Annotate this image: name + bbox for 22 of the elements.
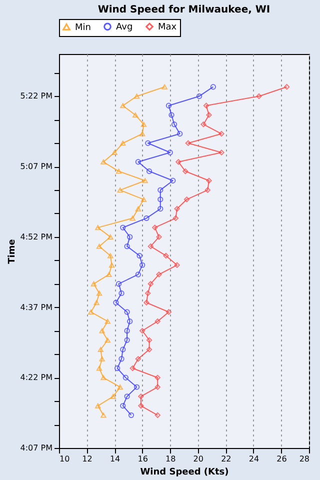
x-tick-label: 28 [299, 454, 310, 464]
y-tick-label: 5:07 PM [20, 162, 53, 172]
x-tick-label: 16 [138, 454, 148, 464]
y-tick-label: 4:22 PM [20, 373, 53, 382]
x-tick-label: 14 [110, 454, 120, 464]
y-tick-label: 4:07 PM [20, 444, 53, 452]
y-axis-title: Time [7, 239, 18, 264]
y-tick-label: 4:52 PM [20, 232, 53, 242]
legend-label: Avg [116, 22, 133, 33]
x-tick-label: 18 [166, 454, 176, 464]
chart-title: Wind Speed for Milwaukee, WI [98, 4, 270, 16]
x-tick-label: 20 [193, 454, 204, 464]
y-tick-label: 5:22 PM [20, 92, 53, 101]
legend-label: Min [75, 22, 91, 33]
legend-label: Max [158, 22, 178, 33]
x-tick-label: 24 [248, 454, 260, 464]
x-tick-label: 26 [276, 454, 287, 464]
x-tick-label: 10 [60, 454, 70, 464]
x-tick-label: 12 [82, 454, 92, 464]
x-axis-title: Wind Speed (Kts) [140, 468, 229, 478]
y-tick-label: 4:37 PM [20, 302, 53, 312]
x-tick-label: 22 [221, 454, 232, 464]
